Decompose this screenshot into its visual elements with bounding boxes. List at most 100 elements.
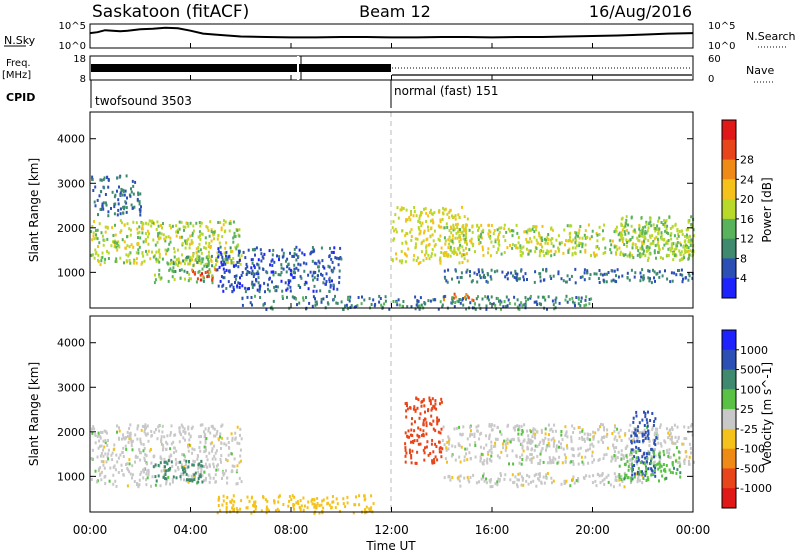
velocity-echo-cell <box>199 475 202 479</box>
velocity-echo-cell <box>170 460 173 464</box>
velocity-echo-cell <box>613 437 616 441</box>
velocity-echo-cell <box>647 467 650 471</box>
velocity-echo-cell <box>458 425 461 429</box>
power-echo-cell <box>463 215 466 219</box>
power-echo-cell <box>139 236 142 240</box>
velocity-echo-cell <box>512 438 515 442</box>
power-echo-cell <box>189 277 192 281</box>
power-echo-cell <box>234 277 237 281</box>
velocity-echo-cell <box>673 423 676 427</box>
velocity-echo-cell <box>169 453 172 457</box>
power-echo-cell <box>480 232 483 236</box>
velocity-echo-cell <box>616 438 619 442</box>
power-echo-cell <box>231 249 234 253</box>
velocity-echo-cell <box>626 456 629 460</box>
velocity-echo-cell <box>139 440 142 444</box>
power-echo-cell <box>527 297 530 301</box>
velocity-echo-cell <box>406 434 409 438</box>
power-echo-cell <box>140 262 143 266</box>
velocity-echo-cell <box>131 476 133 480</box>
velocity-echo-cell <box>536 430 539 434</box>
power-echo-cell <box>546 249 549 253</box>
x-tick-label: 04:00 <box>173 523 208 537</box>
power-echo-cell <box>94 248 97 252</box>
velocity-echo-cell <box>291 494 294 498</box>
power-echo-cell <box>524 303 527 307</box>
velocity-echo-cell <box>320 503 323 507</box>
velocity-echo-cell <box>188 438 191 442</box>
velocity-echo-cell <box>197 463 200 467</box>
power-echo-cell <box>472 242 475 246</box>
velocity-echo-cell <box>410 428 413 432</box>
velocity-echo-cell <box>517 472 520 476</box>
power-echo-cell <box>251 258 254 262</box>
velocity-echo-cell <box>120 469 123 472</box>
velocity-echo-cell <box>431 407 434 410</box>
power-echo-cell <box>526 278 528 281</box>
velocity-echo-cell <box>463 459 466 462</box>
power-echo-cell <box>207 274 210 278</box>
power-echo-cell <box>470 241 473 245</box>
power-echo-cell <box>203 264 206 268</box>
velocity-echo-cell <box>601 436 604 439</box>
power-echo-cell <box>240 254 243 258</box>
velocity-echo-cell <box>534 432 537 436</box>
power-echo-cell <box>667 231 670 235</box>
power-echo-cell <box>137 248 140 252</box>
power-echo-cell <box>333 246 336 250</box>
velocity-echo-cell <box>490 451 493 455</box>
velocity-colorbar-segment <box>722 448 736 469</box>
power-echo-cell <box>550 277 553 280</box>
power-echo-cell <box>667 247 670 251</box>
velocity-echo-cell <box>94 469 97 473</box>
power-echo-cell <box>560 241 563 245</box>
power-echo-cell <box>117 240 120 244</box>
power-echo-cell <box>462 233 465 237</box>
velocity-echo-cell <box>658 455 661 459</box>
power-echo-cell <box>222 263 225 267</box>
velocity-echo-cell <box>661 474 664 478</box>
power-echo-cell <box>688 253 691 257</box>
velocity-echo-cell <box>597 428 600 432</box>
power-echo-cell <box>675 242 678 246</box>
velocity-echo-cell <box>655 436 658 440</box>
velocity-echo-cell <box>120 463 123 467</box>
power-echo-cell <box>317 265 320 269</box>
power-echo-cell <box>418 227 421 231</box>
velocity-echo-cell <box>445 446 448 450</box>
velocity-echo-cell <box>430 442 433 446</box>
power-echo-cell <box>645 231 648 235</box>
power-echo-cell <box>500 226 503 230</box>
power-echo-cell <box>184 225 187 229</box>
power-echo-cell <box>136 197 139 201</box>
power-echo-cell <box>471 279 474 283</box>
velocity-y-axis-label: Slant Range [km] <box>27 362 41 466</box>
power-echo-cell <box>261 255 264 259</box>
power-echo-cell <box>665 219 668 223</box>
power-echo-cell <box>687 246 690 250</box>
power-echo-cell <box>663 238 666 241</box>
power-echo-cell <box>663 219 666 222</box>
power-echo-cell <box>479 307 482 311</box>
velocity-echo-cell <box>102 448 105 452</box>
power-echo-cell <box>631 246 634 250</box>
velocity-echo-cell <box>213 444 216 448</box>
frequency-unit: [MHz] <box>2 70 31 81</box>
velocity-echo-cell <box>513 480 516 484</box>
power-echo-cell <box>476 272 479 276</box>
velocity-echo-cell <box>643 431 646 435</box>
power-echo-cell <box>540 242 543 246</box>
power-echo-cell <box>690 215 693 219</box>
velocity-echo-cell <box>353 503 356 507</box>
velocity-echo-cell <box>164 469 167 473</box>
power-echo-cell <box>213 230 216 234</box>
velocity-echo-cell <box>496 480 499 484</box>
power-echo-cell <box>191 233 194 237</box>
power-colorbar-segment <box>722 120 736 141</box>
power-echo-cell <box>132 220 135 224</box>
velocity-echo-cell <box>654 469 656 472</box>
power-echo-cell <box>500 252 503 256</box>
power-echo-cell <box>540 302 542 306</box>
velocity-echo-cell <box>292 505 295 509</box>
power-echo-cell <box>205 241 207 245</box>
